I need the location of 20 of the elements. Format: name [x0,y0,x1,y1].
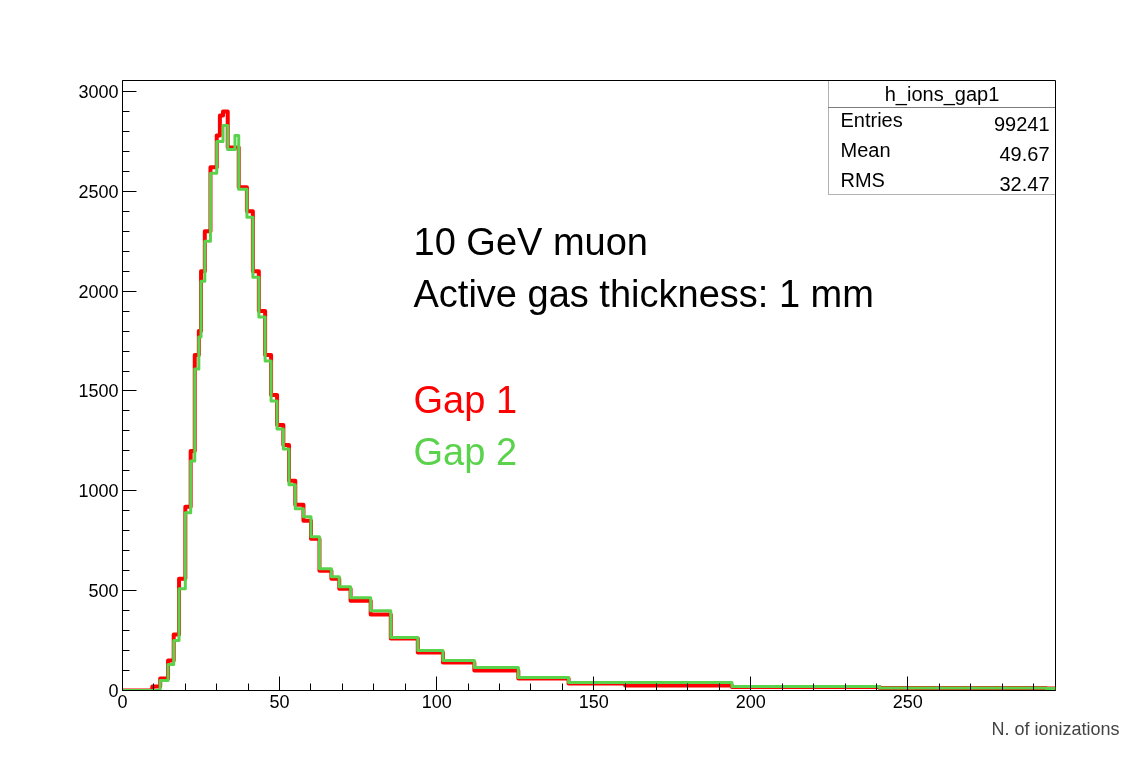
x-tick-label: 250 [892,691,923,712]
y-tick-label: 3000 [78,81,119,102]
text: Gap 1 [413,378,518,421]
annotation: Active gas thickness: 1 mm [413,272,874,315]
text: RMS 32.47 [840,168,1050,195]
y-tick-label: 1500 [78,381,119,402]
text: Gap 2 [413,430,518,473]
x-axis-title: N. of ionizations [991,718,1120,739]
text: Mean 49.67 [840,138,1050,165]
y-tick-label: 1000 [78,481,119,502]
x-tick-label: 100 [421,691,452,712]
text: Entries 99241 [840,108,1050,135]
annotation: h_ions_gap1 [884,82,1000,106]
x-tick-label: 200 [735,691,766,712]
y-tick-label: 2000 [78,281,119,302]
annotation: 10 GeV muon [413,220,648,263]
x-tick-label: 50 [269,691,290,712]
x-tick-label: 150 [578,691,609,712]
y-tick-label: 2500 [78,181,119,202]
y-tick-label: 500 [88,581,119,602]
